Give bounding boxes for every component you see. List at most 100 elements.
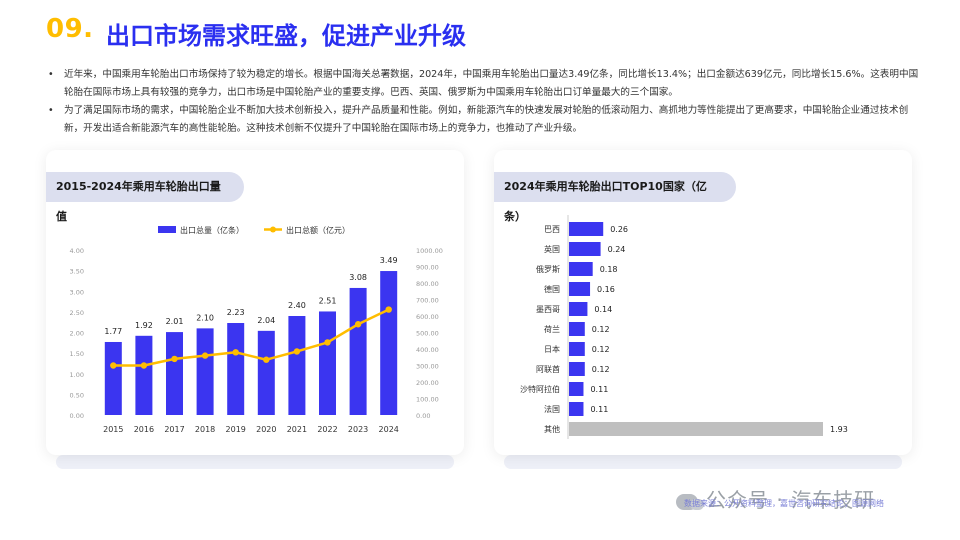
bar [569,342,585,356]
bar [319,311,336,415]
y-right-tick-label: 500.00 [416,330,439,338]
y-right-tick-label: 600.00 [416,313,439,321]
bar-value-label: 0.12 [592,345,610,354]
category-label: 沙特阿拉伯 [520,384,560,394]
bar [349,287,367,415]
x-tick-label: 2020 [256,425,276,434]
category-label: 巴西 [544,225,560,234]
bar-value-label: 3.49 [380,256,398,265]
x-tick-label: 2022 [317,425,337,434]
bar-value-label: 2.51 [319,296,337,305]
bar-value-label: 0.24 [608,245,626,254]
category-label: 荷兰 [544,324,560,334]
category-label: 英国 [544,244,560,254]
section-number: 09. [46,14,94,44]
bar [104,341,122,415]
bar-value-label: 0.12 [592,325,610,334]
category-label: 俄罗斯 [536,264,560,274]
x-tick-label: 2016 [134,425,154,434]
bar-value-label: 2.04 [257,316,275,325]
export-volume-value-card: 2015-2024年乘用车轮胎出口量值 出口总量（亿条） 出口总额（亿元） 0.00… [46,150,464,455]
bullet-list: 近年来，中国乘用车轮胎出口市场保持了较为稳定的增长。根据中国海关总署数据，202… [46,66,926,138]
y-left-tick-label: 3.00 [70,288,84,296]
bar [569,382,584,396]
bar [569,262,593,276]
x-tick-label: 2018 [195,425,215,434]
line-series [113,308,390,367]
bar-value-label: 1.77 [104,327,122,336]
bar [257,330,275,415]
category-label: 法国 [544,404,560,414]
category-label: 墨西哥 [536,305,560,314]
bar-value-label: 2.10 [196,313,214,322]
y-left-tick-label: 4.00 [70,247,84,255]
line-point [110,362,117,369]
y-left-tick-label: 3.50 [70,268,84,276]
y-right-tick-label: 900.00 [416,264,439,272]
category-label: 阿联酋 [536,364,560,374]
source-credits: 数据来源：公开资料整理，嘉世咨询研究结论；图源网络 [684,499,884,508]
bar-value-label: 0.26 [610,225,628,234]
bar [569,222,604,236]
bar-value-label: 0.11 [590,385,608,394]
bullet-item: 近年来，中国乘用车轮胎出口市场保持了较为稳定的增长。根据中国海关总署数据，202… [46,66,926,102]
category-label: 德国 [544,284,560,294]
bar-value-label: 2.23 [227,308,245,317]
x-tick-label: 2015 [103,425,123,434]
y-left-tick-label: 2.00 [70,330,84,338]
y-right-tick-label: 800.00 [416,280,439,288]
bar [135,335,153,415]
y-left-tick-label: 0.00 [70,412,84,420]
line-point [201,352,209,359]
card-shadow [504,455,902,469]
legend-label: 出口总额（亿元） [286,225,350,235]
bar [569,282,591,296]
top10-countries-card: 2024年乘用车轮胎出口TOP10国家（亿条） 巴西 0.26 英国 0.24 俄罗斯 0… [494,150,912,455]
bar-value-label: 0.14 [594,305,612,314]
wechat-watermark: 公众号 · 汽车技研 [676,484,875,513]
bar-value-label: 1.92 [135,321,153,330]
bar [380,271,398,415]
card-shadow [56,455,454,469]
line-point [263,356,270,363]
bar-value-label: 3.08 [349,273,367,282]
line-point [385,306,392,313]
y-right-tick-label: 1000.00 [416,247,443,255]
y-right-tick-label: 300.00 [416,363,439,371]
page-title: 出口市场需求旺盛，促进产业升级 [106,22,466,50]
bar-value-label: 0.12 [592,365,610,374]
y-left-tick-label: 1.00 [70,371,84,379]
bar [227,323,245,415]
line-point [354,321,362,328]
bar [569,402,584,416]
legend-label: 出口总量（亿条） [180,225,244,235]
legend-swatch-bar [158,226,176,233]
line-point [324,339,331,346]
wechat-icon [676,493,704,510]
category-label: 其他 [544,424,560,434]
y-right-tick-label: 700.00 [416,297,439,305]
x-tick-label: 2019 [226,425,246,434]
bullet-item: 为了满足国际市场的需求，中国轮胎企业不断加大技术创新投入，提升产品质量和性能。例… [46,102,926,138]
combo-chart: 出口总量（亿条） 出口总额（亿元） 0.00 0.50 1.00 1.50 2.00 2.50… [70,225,443,434]
bar-value-label: 1.93 [830,425,848,434]
bar-value-label: 2.01 [166,317,184,326]
bar-value-label: 0.16 [597,285,615,294]
bar [569,302,588,316]
y-right-tick-label: 100.00 [416,396,439,404]
bar [569,362,585,376]
bar [196,328,214,415]
bar [569,422,823,436]
chart-title: 2015-2024年乘用车轮胎出口量值 [46,172,244,223]
line-point [171,355,178,363]
x-tick-label: 2021 [287,425,307,434]
y-left-tick-label: 1.50 [70,350,84,358]
y-right-tick-label: 0.00 [416,412,430,420]
line-point [232,349,239,356]
line-point [293,348,301,355]
wechat-label: 公众号 · 汽车技研 [706,488,876,512]
hbar-chart: 巴西 0.26 英国 0.24 俄罗斯 0.18 德国 0.16 墨西哥 0.14 荷兰 0.12 日本… [520,215,848,439]
y-right-tick-label: 400.00 [416,346,439,354]
bar [288,316,306,415]
line-point [140,362,148,369]
